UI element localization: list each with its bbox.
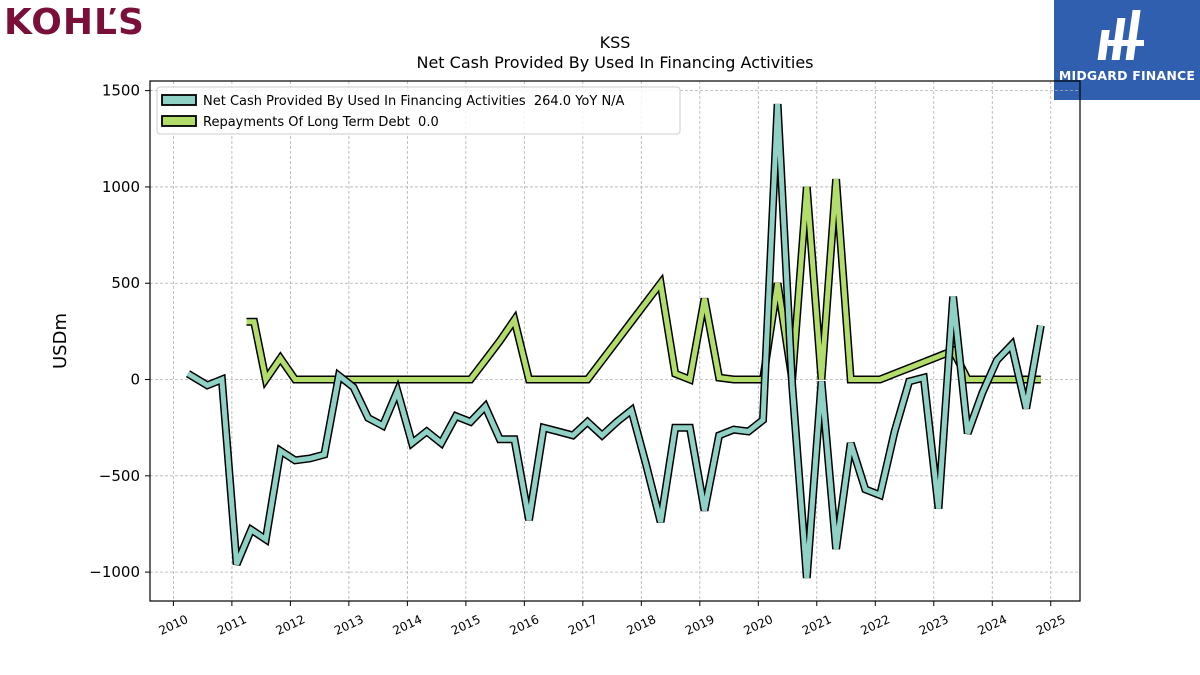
series-line [246,179,1041,386]
x-tick-label: 2010 [157,612,191,638]
y-tick-label: −1000 [89,563,140,581]
midgard-finance-logo: MIDGARD FINANCE [1054,0,1200,100]
legend-label: Repayments Of Long Term Debt 0.0 [203,115,439,130]
midgard-mark-icon [1097,10,1144,60]
x-tick-label: 2017 [566,612,600,638]
y-tick-label: 1000 [102,178,140,196]
series-0 [185,103,1045,579]
y-tick-label: −500 [99,467,140,485]
x-tick-label: 2022 [858,612,892,638]
x-tick-label: 2023 [917,612,951,638]
chart-subtitle: Net Cash Provided By Used In Financing A… [416,53,813,72]
legend-label: Net Cash Provided By Used In Financing A… [203,94,625,109]
series-line [186,103,1044,579]
x-tick-label: 2019 [683,612,717,638]
x-tick-label: 2014 [391,612,425,638]
x-tick-label: 2011 [215,612,249,638]
series-1 [246,178,1041,390]
midgard-finance-label: MIDGARD FINANCE [1058,68,1196,83]
legend: Net Cash Provided By Used In Financing A… [156,86,681,135]
y-tick-label: 500 [111,274,140,292]
y-tick-label: 1500 [102,82,140,100]
x-tick-label: 2016 [508,612,542,638]
x-tick-label: 2021 [800,612,834,638]
legend-swatch [161,115,197,127]
series-layer [185,103,1045,579]
series-outline [246,178,1041,390]
legend-swatch [161,94,197,106]
x-tick-label: 2018 [625,612,659,638]
y-tick-label: 0 [130,371,140,389]
x-tick-label: 2015 [449,612,483,638]
x-tick-label: 2025 [1034,612,1068,638]
x-tick-label: 2024 [975,612,1009,638]
x-tick-label: 2012 [274,612,308,638]
legend-box [156,86,681,135]
x-tick-label: 2013 [332,612,366,638]
chart-title: KSS [600,33,631,52]
kohls-logo: KOHĽS [4,2,145,43]
x-tick-label: 2020 [742,612,776,638]
plot-frame [149,80,1081,602]
y-axis-label: USDm [50,313,71,369]
